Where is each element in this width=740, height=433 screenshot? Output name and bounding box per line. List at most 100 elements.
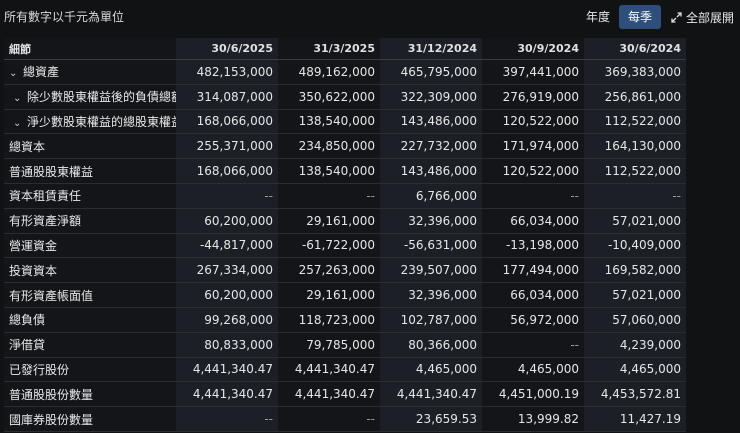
value-cell: -56,631,000 xyxy=(380,233,482,258)
expand-all-label: 全部展開 xyxy=(685,10,734,25)
table-row: 總負債 99,268,000 118,723,000 102,787,000 56,97… xyxy=(4,307,686,333)
value-cell: 57,060,000 xyxy=(584,307,686,333)
value-cell: 4,441,340.47 xyxy=(176,357,278,382)
value-cell: 4,453,572.81 xyxy=(584,381,686,407)
value-cell: 56,972,000 xyxy=(482,307,584,333)
value-cell: 177,494,000 xyxy=(482,257,584,283)
value-cell: 239,507,000 xyxy=(380,257,482,283)
value-cell: 112,522,000 xyxy=(584,109,686,134)
row-label: 有形資產帳面值 xyxy=(9,288,94,303)
value-cell: 276,919,000 xyxy=(482,84,584,110)
value-cell: 29,161,000 xyxy=(278,282,380,308)
value-cell: 99,268,000 xyxy=(176,307,278,333)
value-cell: -- xyxy=(584,183,686,209)
row-label-cell: 總負債 xyxy=(4,307,176,333)
value-cell: 255,371,000 xyxy=(176,133,278,159)
value-cell: 57,021,000 xyxy=(584,282,686,308)
table-row: 資本租賃責任 -- -- 6,766,000 -- -- xyxy=(4,183,686,209)
value-cell: 13,999.82 xyxy=(482,406,584,432)
value-cell: 4,441,340.47 xyxy=(278,381,380,407)
value-cell: 29,161,000 xyxy=(278,208,380,234)
header-label: 細節 xyxy=(4,38,176,60)
chevron-down-icon[interactable]: ⌄ xyxy=(13,117,22,129)
row-label-cell: 營運資金 xyxy=(4,233,176,258)
value-cell: -61,722,000 xyxy=(278,233,380,258)
value-cell: 6,766,000 xyxy=(380,183,482,209)
table-row[interactable]: ⌄ 總資產 482,153,000 489,162,000 465,795,000 397… xyxy=(4,59,686,85)
value-cell: -- xyxy=(176,183,278,209)
row-label: 普通股股東權益 xyxy=(9,164,94,179)
value-cell: 11,427.19 xyxy=(584,406,686,432)
annual-toggle[interactable]: 年度 xyxy=(585,10,610,24)
value-cell: 23,659.53 xyxy=(380,406,482,432)
row-label-cell[interactable]: ⌄ 除少數股東權益後的負債總額 xyxy=(4,84,176,110)
value-cell: 257,263,000 xyxy=(278,257,380,283)
row-label-cell: 有形資產淨額 xyxy=(4,208,176,234)
row-label-cell: 已發行股份 xyxy=(4,357,176,382)
value-cell: 256,861,000 xyxy=(584,84,686,110)
row-label-cell: 淨借貸 xyxy=(4,332,176,358)
row-label-cell: 資本租賃責任 xyxy=(4,183,176,209)
value-cell: 66,034,000 xyxy=(482,282,584,308)
table-row: 淨借貸 80,833,000 79,785,000 80,366,000 -- 4,239… xyxy=(4,332,686,358)
value-cell: -- xyxy=(278,183,380,209)
row-label: 營運資金 xyxy=(9,238,58,253)
row-label-cell[interactable]: ⌄ 總資產 xyxy=(4,59,176,85)
table-row: 有形資產帳面值 60,200,000 29,161,000 32,396,000 66,… xyxy=(4,282,686,308)
value-cell: 227,732,000 xyxy=(380,133,482,159)
value-cell: 4,465,000 xyxy=(380,357,482,382)
value-cell: 57,021,000 xyxy=(584,208,686,234)
balance-sheet-table: 細節 30/6/2025 31/3/2025 31/12/2024 30/9/2… xyxy=(4,38,686,432)
value-cell: 168,066,000 xyxy=(176,109,278,134)
row-label: 淨借貸 xyxy=(9,338,46,353)
row-label-cell: 有形資產帳面值 xyxy=(4,282,176,308)
value-cell: 66,034,000 xyxy=(482,208,584,234)
value-cell: 164,130,000 xyxy=(584,133,686,159)
row-label: 國庫券股份數量 xyxy=(9,412,94,427)
value-cell: 314,087,000 xyxy=(176,84,278,110)
quarterly-toggle[interactable]: 每季 xyxy=(618,5,661,29)
value-cell: 4,465,000 xyxy=(482,357,584,382)
column-header: 30/6/2025 xyxy=(176,38,278,60)
value-cell: 322,309,000 xyxy=(380,84,482,110)
table-row: 有形資產淨額 60,200,000 29,161,000 32,396,000 66,0… xyxy=(4,208,686,234)
chevron-down-icon[interactable]: ⌄ xyxy=(9,68,18,80)
value-cell: 80,833,000 xyxy=(176,332,278,358)
value-cell: 143,486,000 xyxy=(380,158,482,184)
row-label-cell: 國庫券股份數量 xyxy=(4,406,176,432)
table-row: 普通股股份數量 4,441,340.47 4,441,340.47 4,441,340… xyxy=(4,381,686,407)
table-header-row: 細節 30/6/2025 31/3/2025 31/12/2024 30/9/2… xyxy=(4,38,686,60)
row-label-cell[interactable]: ⌄ 淨少數股東權益的總股東權益 xyxy=(4,109,176,134)
column-header: 31/12/2024 xyxy=(380,38,482,60)
row-label: 普通股股份數量 xyxy=(9,387,94,402)
table-row[interactable]: ⌄ 除少數股東權益後的負債總額 314,087,000 350,622,000 322,… xyxy=(4,84,686,110)
value-cell: 397,441,000 xyxy=(482,59,584,85)
table-row: 已發行股份 4,441,340.47 4,441,340.47 4,465,000 4,… xyxy=(4,357,686,382)
table-row: 總資本 255,371,000 234,850,000 227,732,000 171,… xyxy=(4,133,686,159)
value-cell: 102,787,000 xyxy=(380,307,482,333)
value-cell: 234,850,000 xyxy=(278,133,380,159)
value-cell: -13,198,000 xyxy=(482,233,584,258)
value-cell: 60,200,000 xyxy=(176,282,278,308)
row-label-cell: 普通股股份數量 xyxy=(4,381,176,407)
value-cell: 465,795,000 xyxy=(380,59,482,85)
table-row: 營運資金 -44,817,000 -61,722,000 -56,631,000 -13… xyxy=(4,233,686,258)
value-cell: 267,334,000 xyxy=(176,257,278,283)
table-row[interactable]: ⌄ 淨少數股東權益的總股東權益 168,066,000 138,540,000 143,… xyxy=(4,109,686,134)
table-row: 投資資本 267,334,000 257,263,000 239,507,000 177… xyxy=(4,257,686,283)
value-cell: -- xyxy=(482,183,584,209)
chevron-down-icon[interactable]: ⌄ xyxy=(13,93,22,105)
value-cell: 118,723,000 xyxy=(278,307,380,333)
row-label-cell: 普通股股東權益 xyxy=(4,158,176,184)
value-cell: 32,396,000 xyxy=(380,208,482,234)
value-cell: 4,451,000.19 xyxy=(482,381,584,407)
value-cell: -- xyxy=(176,406,278,432)
row-label-cell: 投資資本 xyxy=(4,257,176,283)
row-label: 有形資產淨額 xyxy=(9,214,82,229)
value-cell: 4,441,340.47 xyxy=(176,381,278,407)
period-controls: 年度 每季 全部展開 xyxy=(577,5,734,29)
value-cell: 168,066,000 xyxy=(176,158,278,184)
row-label: 除少數股東權益後的負債總額 xyxy=(27,90,176,105)
expand-all-button[interactable]: 全部展開 xyxy=(671,9,734,26)
value-cell: 32,396,000 xyxy=(380,282,482,308)
